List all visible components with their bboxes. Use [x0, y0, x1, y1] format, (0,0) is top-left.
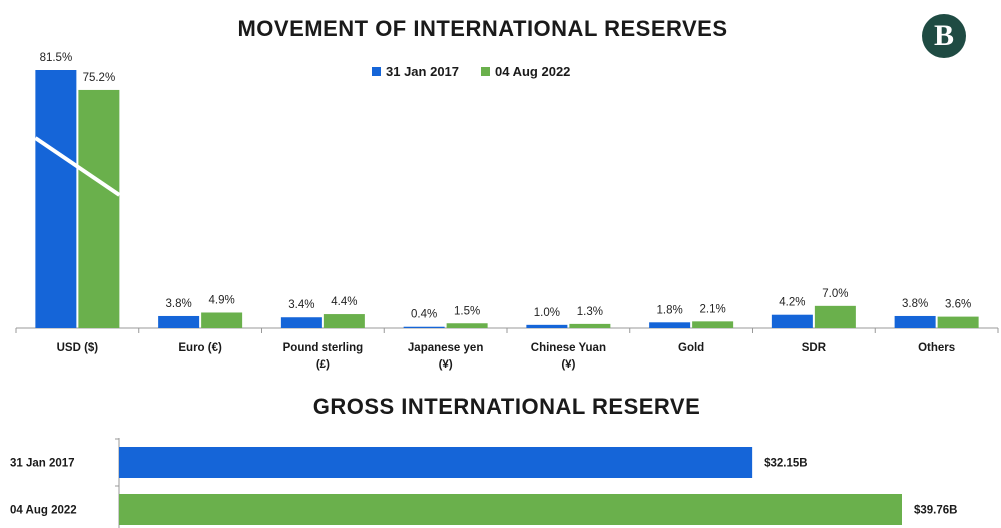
legend-label: 04 Aug 2022: [495, 64, 571, 79]
category-label: Others: [918, 342, 955, 354]
data-label: 7.0%: [822, 288, 848, 300]
category-label: Japanese yen: [408, 342, 483, 354]
category-label: (£): [316, 359, 330, 371]
chart-title-2: GROSS INTERNATIONAL RESERVE: [312, 394, 701, 419]
data-label: 81.5%: [40, 52, 73, 64]
chart-title: MOVEMENT OF INTERNATIONAL RESERVES: [237, 16, 728, 41]
data-label: 1.5%: [454, 305, 480, 317]
bar-2022: [569, 323, 611, 328]
data-label: 1.8%: [657, 304, 683, 316]
data-label: 4.9%: [209, 294, 235, 306]
hbar: [119, 494, 902, 525]
bar-2022: [814, 305, 856, 328]
bar-2017: [771, 314, 813, 328]
bar-2022: [446, 323, 488, 328]
category-label: Pound sterling: [283, 342, 364, 354]
category-label: Euro (€): [178, 342, 222, 354]
legend-swatch: [372, 67, 381, 76]
data-label: 3.4%: [288, 299, 314, 311]
bar-2022: [937, 316, 979, 328]
legend-swatch: [481, 67, 491, 76]
data-label: 0.4%: [411, 309, 437, 321]
data-label: 2.1%: [700, 303, 726, 315]
category-label: Chinese Yuan: [531, 342, 606, 354]
bar-2022: [78, 89, 120, 328]
bar-2017: [280, 317, 322, 328]
bar-2017: [526, 324, 568, 328]
data-label: 1.0%: [534, 307, 560, 319]
bar-2022: [201, 312, 243, 328]
data-label: 3.8%: [166, 298, 192, 310]
bar-2022: [323, 314, 365, 328]
trend-stroke: [34, 136, 121, 197]
brand-logo: B: [922, 14, 966, 58]
logo-letter: B: [933, 19, 954, 52]
hbar-category-label: 31 Jan 2017: [10, 458, 75, 470]
bar-2017: [158, 315, 200, 328]
hbar: [119, 447, 753, 478]
legend-item: 31 Jan 2017: [372, 64, 459, 79]
bar-2017: [35, 70, 77, 328]
category-label: USD ($): [57, 342, 99, 354]
category-label: (¥): [561, 359, 575, 371]
data-label: 4.4%: [331, 296, 357, 308]
bar-2017: [894, 315, 936, 328]
data-label: 3.8%: [902, 298, 928, 310]
data-label: 75.2%: [83, 72, 116, 84]
bar-2022: [692, 321, 734, 328]
hbar-value-label: $39.76B: [914, 505, 957, 517]
category-label: Gold: [678, 342, 704, 354]
bar-2017: [403, 326, 445, 328]
category-label: SDR: [802, 342, 827, 354]
legend-item: 04 Aug 2022: [481, 64, 570, 79]
data-label: 4.2%: [779, 297, 805, 309]
bar-2017: [649, 322, 691, 328]
legend-label: 31 Jan 2017: [386, 64, 460, 79]
data-label: 1.3%: [577, 306, 603, 318]
legend: 31 Jan 2017 04 Aug 2022: [372, 64, 570, 79]
data-label: 3.6%: [945, 299, 971, 311]
hbar-category-label: 04 Aug 2022: [10, 505, 77, 517]
hbar-value-label: $32.15B: [764, 458, 807, 470]
category-label: (¥): [439, 359, 453, 371]
